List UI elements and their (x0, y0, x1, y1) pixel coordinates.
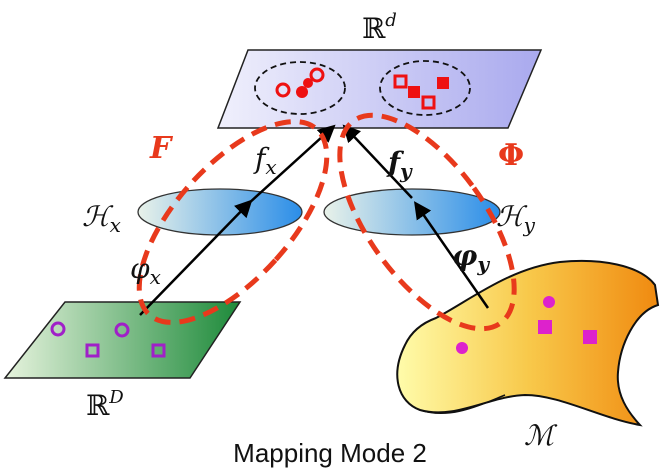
input-points (50, 321, 166, 358)
composite-map-F-boundary (136, 119, 330, 325)
marker-red-square (437, 77, 449, 89)
arrow-phi-y (414, 201, 490, 309)
f-x-label: fx (253, 142, 277, 179)
marker-red-square (408, 86, 420, 98)
phi-x-label: φx (130, 252, 161, 289)
diagram-caption: Mapping Mode 2 (233, 438, 427, 468)
f-y-label: fy (386, 146, 413, 183)
marker-magenta-dot (543, 296, 555, 308)
manifold-points (456, 296, 597, 354)
composite-map-Phi-label: Φ (498, 138, 524, 173)
cluster-squares-boundary (379, 60, 471, 116)
marker-red-square-outline (421, 95, 436, 110)
hilbert-space-x (137, 188, 303, 236)
manifold-label: ℳ (524, 419, 558, 452)
marker-red-circle (309, 67, 325, 83)
composite-map-F-label: F (149, 131, 174, 166)
marker-red-dot (303, 78, 313, 88)
phi-y-label: φy (452, 239, 490, 276)
marker-magenta-square (583, 330, 597, 344)
hilbert-x-label: ℋx (82, 200, 121, 237)
arrow-f-x (247, 124, 336, 205)
marker-purple-square (85, 343, 100, 358)
marker-purple-circle (114, 322, 130, 338)
cluster-squares (393, 74, 449, 110)
composite-map-Phi-boundary (337, 112, 517, 332)
marker-purple-circle (50, 321, 66, 337)
input-space-label: ℝD (86, 387, 124, 422)
manifold-edge (419, 394, 506, 414)
marker-red-dot (296, 86, 308, 98)
arrow-f-y (342, 124, 413, 199)
hilbert-space-y (323, 188, 501, 236)
marker-red-circle (275, 82, 291, 98)
cluster-circles-boundary (254, 61, 346, 115)
marker-purple-square (151, 343, 166, 358)
hilbert-y-label: ℋy (496, 200, 536, 237)
marker-magenta-dot (456, 342, 468, 354)
cluster-circles (275, 67, 325, 98)
manifold-surface (396, 259, 660, 427)
marker-magenta-square (538, 320, 552, 334)
arrow-phi-x (139, 199, 253, 316)
marker-red-square-outline (393, 74, 408, 89)
target-space-label: ℝd (362, 10, 397, 45)
